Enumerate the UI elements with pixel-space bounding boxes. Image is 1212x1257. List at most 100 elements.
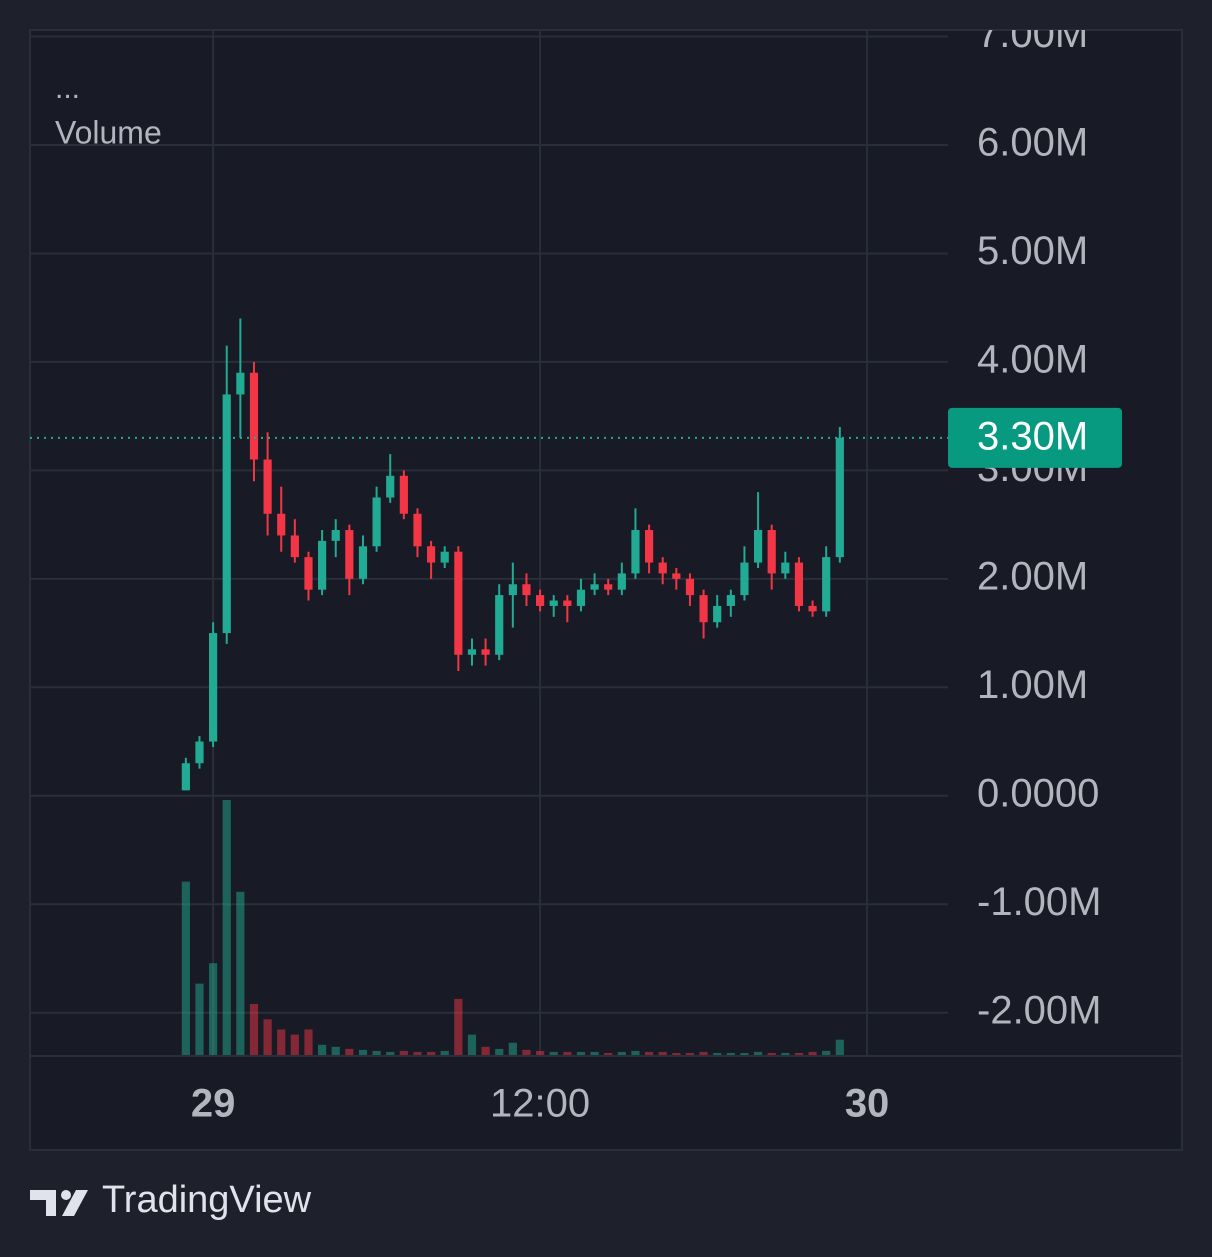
- volume-bar: [699, 1051, 708, 1055]
- candle-body: [399, 475, 408, 514]
- y-tick-label: 0.0000: [977, 771, 1099, 815]
- candle-layer: [181, 318, 844, 791]
- candle-body: [372, 497, 381, 547]
- volume-bar: [508, 1042, 517, 1055]
- candle-body: [590, 584, 599, 590]
- y-tick-label: 5.00M: [977, 229, 1088, 273]
- volume-bar: [399, 1050, 408, 1055]
- price-scale: 7.00M6.00M5.00M4.00M3.00M2.00M1.00M0.000…: [977, 12, 1102, 1032]
- volume-bar: [808, 1051, 817, 1055]
- volume-bar: [318, 1044, 327, 1055]
- brand-logo[interactable]: [30, 1190, 88, 1216]
- volume-bar: [767, 1052, 776, 1055]
- candle-body: [794, 562, 804, 606]
- volume-bar: [563, 1051, 572, 1055]
- volume-bar: [481, 1046, 490, 1055]
- candle-body: [508, 584, 517, 596]
- candle-body: [563, 600, 572, 606]
- volume-bar: [576, 1051, 586, 1055]
- volume-bar: [536, 1050, 545, 1055]
- volume-bar: [631, 1050, 640, 1055]
- y-tick-label: -1.00M: [977, 880, 1102, 924]
- volume-bar: [277, 1029, 286, 1055]
- candle-body: [209, 633, 218, 742]
- candle-body: [685, 578, 695, 596]
- candle-body: [440, 551, 449, 563]
- chart-frame: [29, 29, 1183, 1151]
- volume-bar: [413, 1051, 422, 1055]
- volume-bar: [740, 1052, 749, 1055]
- candle-body: [672, 573, 681, 579]
- volume-bar: [781, 1052, 790, 1055]
- y-tick-label: 7.00M: [977, 12, 1088, 56]
- volume-bar: [726, 1052, 735, 1055]
- candle-body: [331, 530, 340, 541]
- candle-body: [222, 394, 231, 634]
- volume-bar: [549, 1051, 558, 1055]
- candle-body: [304, 557, 313, 590]
- volume-bar: [372, 1050, 381, 1055]
- volume-bar: [195, 983, 204, 1055]
- candle-body: [753, 530, 763, 563]
- y-tick-label: -2.00M: [977, 988, 1102, 1032]
- candle-body: [427, 546, 436, 563]
- candle-body: [713, 605, 722, 623]
- volume-bar: [672, 1052, 681, 1055]
- volume-bar: [290, 1034, 299, 1055]
- candle-body: [358, 546, 368, 579]
- last-price-label: 3.30M: [977, 414, 1088, 458]
- brand-name[interactable]: TradingView: [102, 1179, 312, 1221]
- volume-bar: [358, 1049, 368, 1055]
- candle-body: [522, 584, 531, 596]
- volume-bar: [222, 800, 231, 1055]
- candle-body: [549, 600, 558, 606]
- candle-body: [740, 562, 749, 596]
- candle-body: [263, 459, 272, 514]
- volume-bar: [604, 1052, 613, 1055]
- candle-body: [644, 530, 654, 563]
- pane-menu[interactable]: ...: [55, 72, 80, 105]
- volume-bar: [249, 1004, 259, 1055]
- candle-body: [767, 530, 776, 574]
- volume-bar: [617, 1051, 626, 1055]
- volume-bar: [345, 1048, 354, 1055]
- candle-body: [726, 595, 735, 606]
- candle-body: [467, 649, 477, 655]
- volume-bar: [590, 1051, 599, 1055]
- candle-body: [481, 649, 490, 655]
- candle-body: [808, 605, 817, 612]
- candle-body: [631, 530, 640, 574]
- candle-body: [822, 557, 831, 612]
- candle-body: [318, 540, 327, 590]
- volume-bar: [427, 1051, 436, 1055]
- candle-body: [495, 595, 504, 655]
- volume-layer: [181, 800, 844, 1055]
- candle-body: [536, 595, 545, 606]
- candle-body: [249, 372, 259, 460]
- volume-bar: [467, 1034, 477, 1055]
- volume-bar: [386, 1051, 395, 1055]
- volume-bar: [835, 1039, 844, 1055]
- candle-body: [604, 584, 613, 590]
- volume-bar: [794, 1052, 804, 1055]
- candle-body: [277, 513, 286, 536]
- candle-body: [195, 741, 204, 764]
- volume-bar: [753, 1051, 763, 1055]
- candle-body: [617, 573, 626, 590]
- candle-body: [454, 551, 463, 655]
- volume-bar: [658, 1051, 667, 1055]
- candle-body: [699, 595, 708, 623]
- candle-body: [290, 535, 299, 558]
- volume-bar: [713, 1052, 722, 1055]
- candle-body: [658, 562, 667, 574]
- volume-bar: [685, 1052, 695, 1055]
- volume-bar: [440, 1050, 449, 1055]
- candle-body: [181, 763, 190, 791]
- y-tick-label: 2.00M: [977, 554, 1088, 598]
- volume-bar: [236, 891, 245, 1055]
- volume-label: Volume: [55, 114, 162, 150]
- volume-bar: [495, 1048, 504, 1055]
- y-tick-label: 1.00M: [977, 663, 1088, 707]
